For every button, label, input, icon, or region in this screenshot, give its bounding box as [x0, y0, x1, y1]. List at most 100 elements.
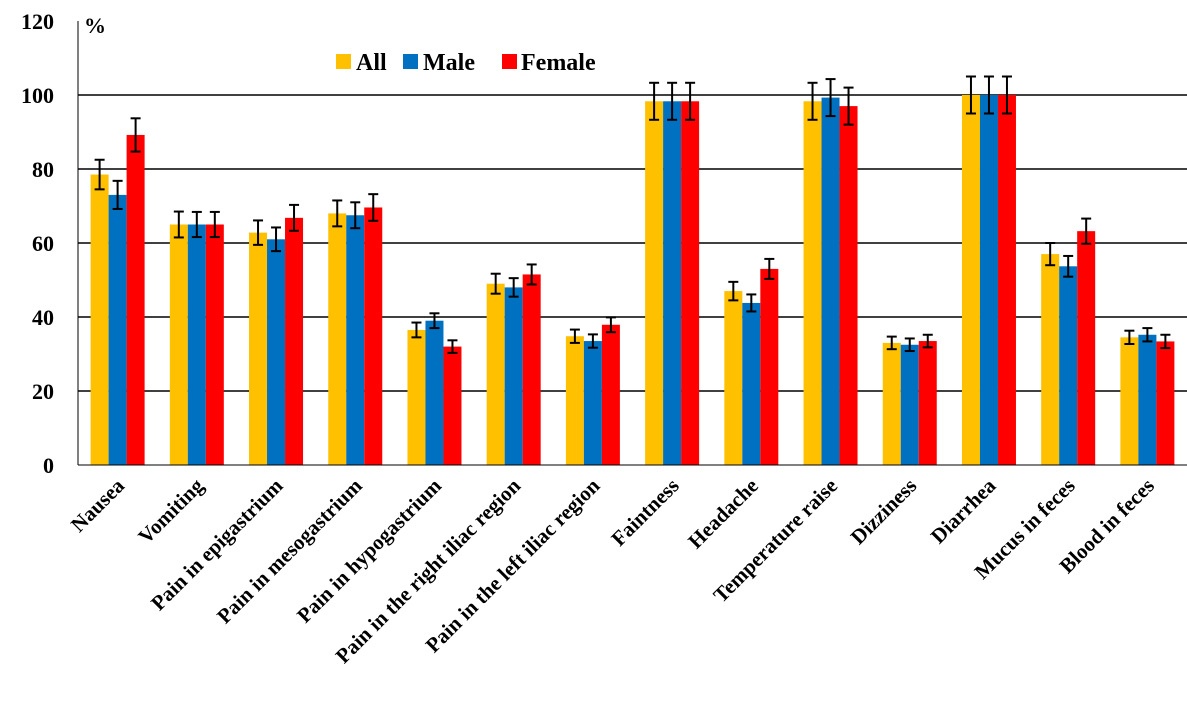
error-bar-faintness-female: [685, 81, 696, 121]
error-bar-temperature-raise-all: [807, 81, 818, 121]
error-bar-diarrhea-all: [965, 75, 976, 115]
error-bar-blood-in-feces-female: [1160, 333, 1171, 350]
error-bar-pain-in-hypogastrium-all: [411, 321, 422, 339]
bar-dizziness-all: [882, 342, 901, 465]
error-bar-pain-in-mesogastrium-all: [332, 199, 343, 228]
legend-label-female: Female: [521, 50, 596, 76]
bar-vomiting-all: [169, 224, 188, 465]
bar-dizziness-female: [918, 341, 937, 465]
error-bar-nausea-female: [130, 117, 141, 153]
bars: [90, 95, 1175, 466]
error-bar-pain-in-the-left-iliac-region-female: [605, 316, 616, 334]
y-tick-label-80: 80: [32, 157, 54, 182]
bar-dizziness-male: [900, 344, 919, 465]
legend-item-all: All: [336, 50, 387, 76]
bar-faintness-all: [645, 101, 664, 465]
bar-temperature-raise-male: [821, 97, 840, 465]
bar-mucus-in-feces-female: [1077, 231, 1096, 465]
bar-pain-in-the-right-iliac-region-male: [504, 287, 523, 465]
x-tick-label-pain-in-hypogastrium: Pain in hypogastrium: [292, 473, 446, 627]
error-bar-pain-in-epigastrium-female: [289, 203, 300, 232]
y-tick-label-60: 60: [32, 231, 54, 256]
error-bar-pain-in-the-left-iliac-region-male: [587, 333, 598, 349]
error-bar-mucus-in-feces-male: [1063, 254, 1074, 278]
legend-label-male: Male: [423, 50, 475, 76]
y-tick-label-120: 120: [21, 9, 54, 34]
error-bar-blood-in-feces-all: [1124, 329, 1135, 346]
error-bar-mucus-in-feces-female: [1081, 217, 1092, 245]
legend-item-male: Male: [403, 50, 475, 76]
bar-headache-male: [742, 302, 761, 465]
error-bar-temperature-raise-male: [825, 78, 836, 118]
error-bar-headache-male: [746, 293, 757, 313]
bar-blood-in-feces-male: [1138, 334, 1157, 465]
y-unit-label: %: [84, 13, 106, 38]
error-bar-pain-in-hypogastrium-female: [447, 339, 458, 354]
bar-pain-in-epigastrium-male: [267, 239, 286, 465]
bar-faintness-male: [663, 101, 682, 465]
bar-pain-in-mesogastrium-male: [346, 215, 365, 465]
bar-diarrhea-male: [979, 95, 998, 465]
x-tick-label-pain-in-epigastrium: Pain in epigastrium: [146, 473, 288, 615]
error-bar-headache-female: [764, 257, 775, 280]
error-bar-pain-in-the-right-iliac-region-female: [526, 263, 537, 286]
error-bar-pain-in-the-right-iliac-region-male: [508, 277, 519, 298]
legend-item-female: Female: [502, 50, 596, 76]
y-tick-label-20: 20: [32, 379, 54, 404]
bar-nausea-female: [126, 134, 145, 465]
bar-headache-all: [724, 291, 743, 465]
bar-pain-in-mesogastrium-all: [328, 213, 347, 465]
y-tick-label-100: 100: [21, 83, 54, 108]
bar-pain-in-the-right-iliac-region-all: [486, 283, 505, 465]
error-bar-pain-in-the-left-iliac-region-all: [569, 328, 580, 344]
error-bar-dizziness-male: [904, 337, 915, 353]
error-bar-vomiting-all: [173, 210, 184, 239]
error-bar-vomiting-male: [191, 210, 202, 239]
bar-faintness-female: [681, 101, 700, 465]
legend-label-all: All: [356, 50, 387, 76]
error-bar-pain-in-epigastrium-all: [253, 219, 264, 246]
y-tick-label-0: 0: [43, 453, 54, 478]
bar-pain-in-the-left-iliac-region-male: [583, 341, 602, 465]
bar-nausea-all: [90, 174, 109, 466]
bar-pain-in-epigastrium-all: [249, 232, 268, 465]
x-tick-label-diarrhea: Diarrhea: [926, 473, 1001, 548]
bar-blood-in-feces-female: [1156, 341, 1175, 465]
bar-pain-in-the-left-iliac-region-female: [601, 324, 620, 465]
error-bar-pain-in-epigastrium-male: [271, 226, 282, 253]
y-tick-label-40: 40: [32, 305, 54, 330]
error-bar-faintness-all: [649, 81, 660, 121]
bar-pain-in-hypogastrium-all: [407, 329, 426, 465]
gridlines: [78, 94, 1187, 392]
error-bar-diarrhea-male: [983, 75, 994, 115]
error-bar-pain-in-mesogastrium-male: [350, 201, 361, 230]
x-tick-label-faintness: Faintness: [606, 474, 683, 551]
bar-pain-in-hypogastrium-male: [425, 320, 444, 465]
error-bar-pain-in-hypogastrium-male: [429, 312, 440, 330]
bar-pain-in-epigastrium-female: [285, 217, 304, 465]
error-bar-blood-in-feces-male: [1142, 327, 1153, 343]
bar-headache-female: [760, 268, 779, 465]
x-tick-label-nausea: Nausea: [66, 473, 130, 537]
bar-diarrhea-all: [961, 95, 980, 465]
error-bar-vomiting-female: [209, 210, 220, 239]
error-bar-diarrhea-female: [1001, 75, 1012, 115]
bar-nausea-male: [108, 194, 127, 465]
x-tick-label-vomiting: Vomiting: [133, 473, 208, 548]
error-bar-dizziness-female: [922, 333, 933, 349]
error-bar-headache-all: [728, 280, 739, 302]
error-bar-temperature-raise-female: [843, 86, 854, 126]
legend-swatch-female: [502, 54, 517, 69]
error-bar-dizziness-all: [886, 335, 897, 351]
bar-vomiting-female: [205, 224, 224, 465]
bar-temperature-raise-female: [839, 106, 858, 465]
error-bar-pain-in-mesogastrium-female: [368, 193, 379, 222]
bar-mucus-in-feces-male: [1059, 266, 1078, 465]
error-bar-nausea-male: [112, 179, 123, 210]
bar-blood-in-feces-all: [1120, 337, 1139, 465]
x-tick-label-headache: Headache: [683, 474, 763, 554]
y-tick-labels: 0 20 40 60 80 100 120: [21, 9, 54, 478]
bar-vomiting-male: [187, 224, 206, 465]
